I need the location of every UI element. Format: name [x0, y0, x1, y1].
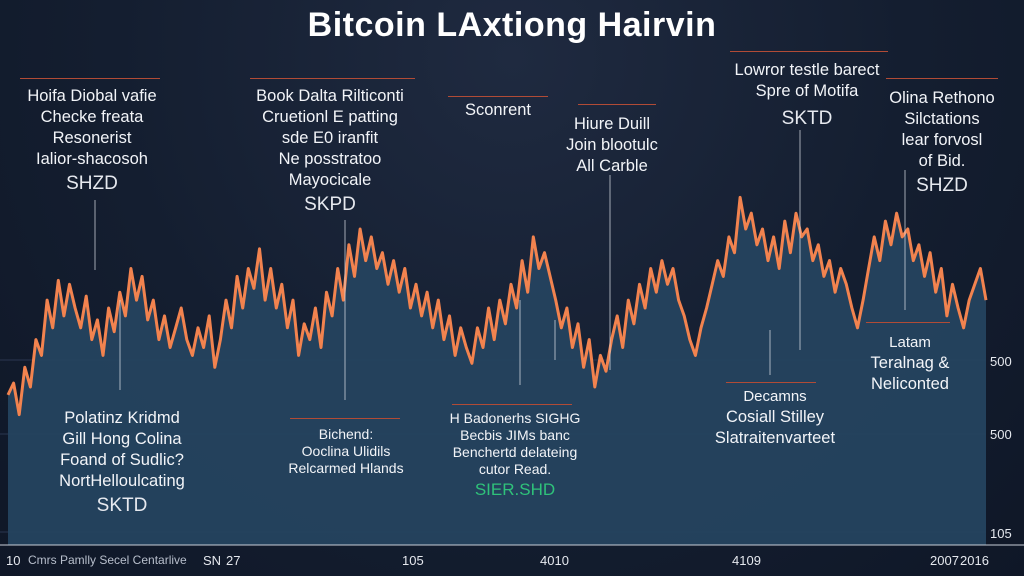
annotation-right-mid: Latam Teralnag & Neliconted — [852, 332, 968, 395]
annotation-line: Benchertd delateing — [452, 444, 578, 460]
price-line — [6, 195, 988, 417]
annotation-line: cutor Read. — [478, 461, 552, 477]
annotation-line: Sconrent — [464, 101, 532, 119]
annotation-line: NortHelloulcating — [59, 472, 185, 490]
annotation-rule — [290, 418, 400, 419]
annotation-line: Hiure Duill — [573, 115, 651, 133]
annotation-value: SKTD — [96, 495, 148, 516]
annotation-top-right: Lowror testle barect Spre of Motifa SKTD — [722, 60, 892, 129]
x-tick-label: SN — [203, 553, 222, 568]
annotation-top-center-left: Book Dalta Rilticonti Cruetionl E pattin… — [246, 86, 414, 215]
annotation-value: SKPD — [304, 194, 356, 215]
chart-title: Bitcoin LAxtiong Hairvin — [307, 6, 717, 44]
annotation-line: sde E0 iranfit — [281, 129, 379, 147]
annotation-line: lear forvosl — [901, 131, 983, 149]
annotation-line: Mayocicale — [288, 171, 372, 189]
annotation-rule — [250, 78, 415, 79]
annotation-top-left: Hoifa Diobal vafie Checke freata Resoner… — [18, 86, 166, 194]
x-tick-label: 2007 — [930, 553, 959, 568]
annotation-line: Slatraitenvarteet — [714, 429, 836, 447]
annotation-line: Ooclina Ulidils — [301, 443, 391, 459]
annotation-rule — [886, 78, 998, 79]
annotation-line: Gill Hong Colina — [62, 430, 182, 448]
annotation-line: Teralnag & — [870, 354, 950, 372]
annotation-rule — [452, 404, 572, 405]
annotation-line: Checke freata — [40, 108, 144, 126]
footer-caption: Cmrs Pamlly Secel Centarlive — [28, 553, 187, 567]
x-tick-label: 10 — [6, 553, 21, 568]
annotation-rule — [726, 382, 816, 383]
annotation-top-center: Sconrent — [448, 100, 548, 121]
annotation-center-right: Hiure Duill Join blootulc All Carble — [562, 114, 662, 177]
annotation-bottom-center-left: Bichend: Ooclina Ulidils Relcarmed Hland… — [276, 426, 416, 477]
annotation-line: Cruetionl E patting — [262, 108, 398, 126]
annotation-line: Ialior-shacosoh — [36, 150, 148, 168]
annotation-line: All Carble — [576, 157, 648, 175]
annotation-value: SHZD — [916, 175, 968, 196]
annotation-bottom-right: Decamns Cosiall Stilley Slatraitenvartee… — [700, 386, 850, 449]
annotation-line: Latam — [889, 334, 931, 351]
annotation-line: H Badonerhs SIGHG — [449, 410, 581, 426]
annotation-line: of Bid. — [918, 152, 966, 170]
annotation-line: Join blootulc — [566, 136, 658, 154]
annotation-value: SHZD — [66, 173, 118, 194]
annotation-far-right: Olina Rethono Silctations lear forvosl o… — [878, 88, 1006, 196]
annotation-line: Decamns — [743, 388, 807, 405]
annotation-rule — [578, 104, 656, 105]
y-tick-label: 500 — [990, 354, 1012, 369]
y-tick-label: 500 — [990, 427, 1012, 442]
x-tick-label: 4010 — [540, 553, 569, 568]
annotation-line: Polatinz Kridmd — [64, 409, 180, 427]
annotation-line: Neliconted — [871, 375, 949, 393]
annotation-line: Hoifa Diobal vafie — [27, 87, 157, 105]
annotation-line: Becbis JIMs banc — [460, 427, 570, 443]
x-tick-label: 27 — [226, 553, 241, 568]
annotation-line: Lowror testle barect — [734, 61, 880, 79]
annotation-bottom-left: Polatinz Kridmd Gill Hong Colina Foand o… — [44, 408, 200, 516]
annotation-line: Relcarmed Hlands — [288, 460, 404, 476]
annotation-line: Silctations — [904, 110, 980, 128]
annotation-line: Bichend: — [318, 426, 374, 442]
annotation-leaders — [94, 130, 906, 400]
annotation-line: Foand of Sudlic? — [60, 451, 184, 469]
annotation-rule — [866, 322, 950, 323]
annotation-rule — [730, 51, 888, 52]
annotation-rule — [20, 78, 160, 79]
x-tick-label: 2016 — [960, 553, 989, 568]
annotation-line: Olina Rethono — [889, 89, 995, 107]
annotation-line: Ne posstratoo — [278, 150, 382, 168]
annotation-line: Cosiall Stilley — [725, 408, 825, 426]
x-tick-label: 105 — [402, 553, 424, 568]
annotation-value: SIER.SHD — [474, 480, 556, 499]
annotation-value: SKTD — [781, 108, 833, 129]
x-tick-label: 4109 — [732, 553, 761, 568]
annotation-line: Book Dalta Rilticonti — [256, 87, 404, 105]
annotation-line: Spre of Motifa — [755, 82, 859, 100]
annotation-bottom-center: H Badonerhs SIGHG Becbis JIMs banc Bench… — [440, 410, 590, 498]
y-tick-label: 105 — [990, 526, 1012, 541]
annotation-line: Resonerist — [52, 129, 132, 147]
annotation-rule — [448, 96, 548, 97]
